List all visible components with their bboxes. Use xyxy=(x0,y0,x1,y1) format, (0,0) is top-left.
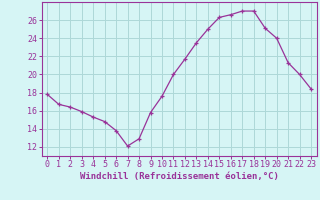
X-axis label: Windchill (Refroidissement éolien,°C): Windchill (Refroidissement éolien,°C) xyxy=(80,172,279,181)
